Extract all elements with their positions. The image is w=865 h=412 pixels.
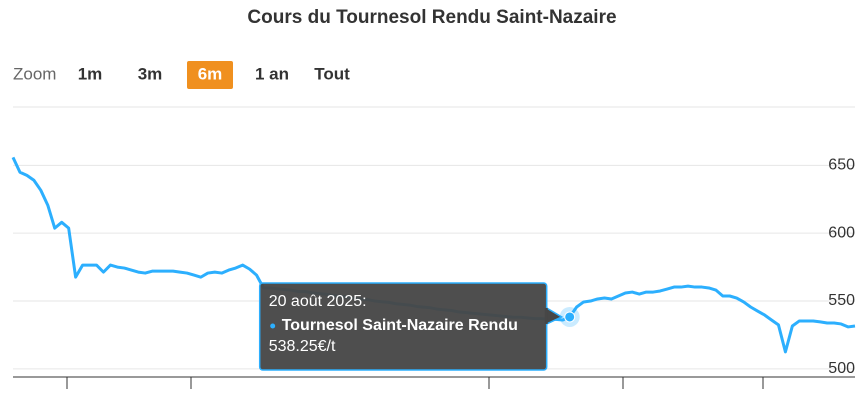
- x-axis-ticks: [66, 377, 764, 389]
- hover-point: [564, 311, 576, 323]
- range-button-label[interactable]: 3m: [138, 64, 163, 83]
- y-tick-label: 550: [828, 292, 855, 309]
- y-tick-label: 500: [828, 360, 855, 377]
- tooltip-title: 20 août 2025:: [269, 293, 367, 310]
- zoom-label: Zoom: [13, 64, 56, 83]
- y-tick-label: 650: [828, 157, 855, 174]
- range-button-label[interactable]: Tout: [314, 64, 350, 83]
- tooltip-pointer-cover: [544, 307, 548, 324]
- y-tick-label: 600: [828, 224, 855, 241]
- tooltip-value: 538.25€/t: [269, 338, 336, 355]
- tooltip-box: [258, 282, 548, 371]
- range-button-label[interactable]: 1 an: [255, 64, 289, 83]
- range-button[interactable]: [187, 61, 233, 89]
- tooltip-bullet: [270, 323, 276, 329]
- range-button-label[interactable]: 6m: [198, 64, 223, 83]
- chart-title: Cours du Tournesol Rendu Saint-Nazaire: [247, 7, 616, 28]
- range-button-label[interactable]: 1m: [78, 64, 103, 83]
- tooltip: 20 août 2025: Tournesol Saint-Nazaire Ren…: [258, 282, 564, 371]
- range-buttons: 1m 3m 6m 1 an Tout: [78, 61, 350, 89]
- tooltip-series-name: Tournesol Saint-Nazaire Rendu: [282, 317, 518, 334]
- tooltip-pointer: [545, 306, 564, 326]
